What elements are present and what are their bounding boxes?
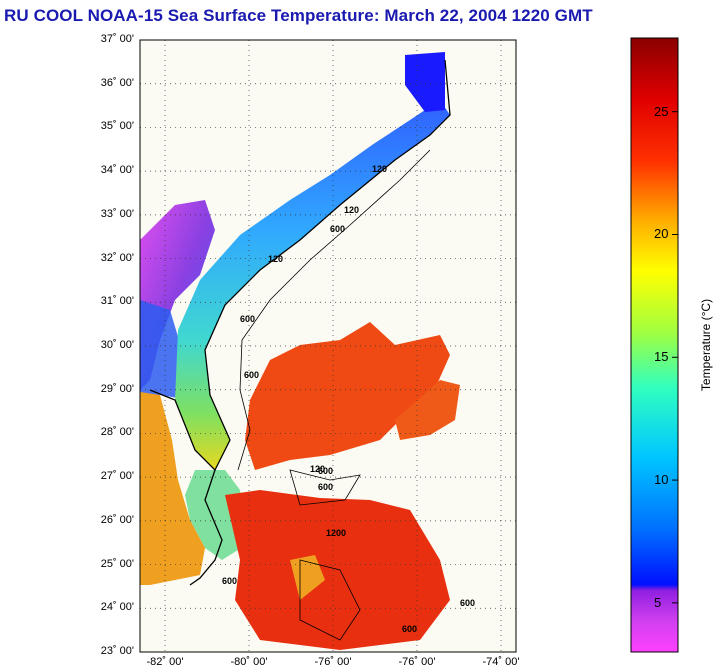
latitude-tick-label: 23˚ 00'	[100, 645, 134, 657]
map-frame	[139, 39, 517, 653]
longitude-tick-label: -76˚ 00'	[314, 656, 352, 668]
latitude-tick-label: 31˚ 00'	[100, 295, 134, 308]
contour-label: 600	[402, 624, 417, 634]
contour-label: 1200	[326, 528, 346, 538]
contour-label: 600	[318, 482, 333, 492]
shelf-contour	[237, 149, 431, 471]
latitude-tick-label: 28˚ 00'	[100, 426, 134, 439]
latitude-tick-label: 34˚ 00'	[100, 164, 134, 177]
latitude-tick-label: 29˚ 00'	[100, 382, 134, 395]
colorbar-tick-marks	[672, 111, 678, 604]
contour-label: 600	[318, 466, 333, 476]
latitude-tick-label: 35˚ 00'	[100, 120, 134, 133]
contour-label: 600	[240, 314, 255, 324]
longitude-tick-label: -74˚ 00'	[482, 656, 520, 668]
colorbar-tick-label: 25	[654, 103, 669, 119]
colorbar-label: Temperature (°C)	[699, 298, 713, 392]
latitude-tick-label: 32˚ 00'	[100, 251, 134, 264]
shelf-water	[175, 100, 450, 470]
gulf-stream	[245, 322, 450, 470]
contour-label: 120	[310, 464, 325, 474]
longitude-tick-label: -80˚ 00'	[230, 656, 268, 668]
colorbar-tick-label: 15	[654, 349, 669, 365]
contour-label: 600	[330, 224, 345, 234]
latitude-tick-label: 36˚ 00'	[100, 76, 134, 89]
latitude-tick-label: 37˚ 00'	[100, 33, 134, 45]
latitude-tick-label: 27˚ 00'	[100, 470, 134, 483]
latitude-tick-label: 25˚ 00'	[100, 557, 134, 570]
bahamas-bank-outline	[299, 559, 361, 641]
east-coastline	[204, 59, 451, 471]
colorbar-tick-label: 20	[654, 226, 669, 242]
florida-coastline	[149, 389, 223, 586]
contour-label: 600	[222, 576, 237, 586]
graticule	[140, 40, 516, 652]
southern-warm-water	[225, 490, 450, 650]
contour-label: 120	[268, 254, 283, 264]
longitude-tick-label: -82˚ 00'	[146, 656, 184, 668]
latitude-tick-label: 33˚ 00'	[100, 207, 134, 220]
contour-label: 600	[460, 598, 475, 608]
colorbar-tick-label: 10	[654, 472, 669, 488]
contour-label: 120	[372, 164, 387, 174]
bahamas-outline	[289, 469, 361, 506]
latitude-tick-label: 30˚ 00'	[100, 339, 134, 351]
contour-label: 600	[244, 370, 259, 380]
gulf-stream-eddy	[395, 380, 460, 440]
gulf-warm-water	[140, 392, 205, 585]
colorbar	[630, 37, 679, 653]
contour-label: 120	[344, 205, 359, 215]
bahamas-shallow-warm	[290, 555, 325, 600]
colorbar-tick-label: 5	[654, 594, 662, 610]
longitude-tick-label: -76˚ 00'	[398, 656, 436, 668]
florida-shelf	[185, 470, 245, 560]
latitude-tick-label: 26˚ 00'	[100, 513, 134, 526]
north-cold-water	[405, 52, 445, 112]
latitude-tick-label: 24˚ 00'	[100, 601, 134, 614]
map-title: RU COOL NOAA-15 Sea Surface Temperature:…	[4, 6, 593, 25]
